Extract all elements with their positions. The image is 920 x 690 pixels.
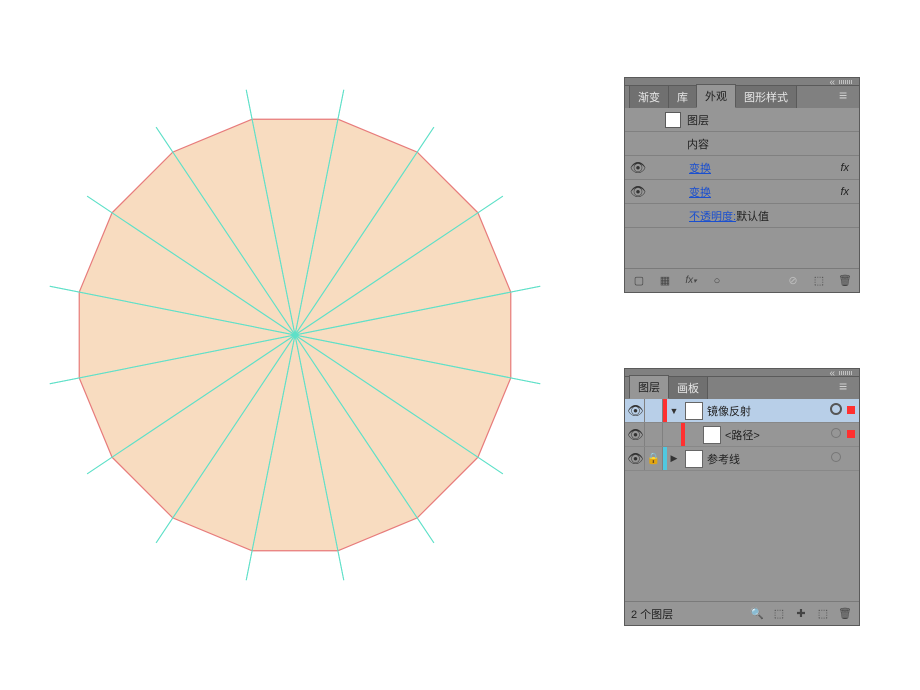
layers-body: 👁▼镜像反射👁<路径>👁🔒▶参考线 [625, 399, 859, 471]
tab-2[interactable]: 外观 [696, 84, 736, 108]
fx-icon[interactable]: fx [840, 162, 855, 174]
duplicate-icon[interactable]: ⬚ [811, 273, 827, 289]
lock-toggle[interactable] [645, 399, 663, 422]
sel-dot [847, 430, 855, 438]
effect-link[interactable]: 变换 [689, 160, 840, 176]
no-icon[interactable]: ⊘ [785, 273, 801, 289]
eye-icon: 👁 [627, 451, 644, 467]
selection-indicator[interactable] [845, 429, 857, 441]
layer-count-label: 2 个图层 [631, 606, 673, 622]
row-label: 内容 [687, 136, 855, 152]
tab-1[interactable]: 画板 [668, 376, 708, 399]
layer-thumb [703, 426, 721, 444]
target-toggle[interactable] [827, 452, 845, 465]
collapse-icon[interactable]: « [829, 368, 835, 379]
layers-tabs: 图层画板 [625, 377, 859, 399]
add-effect-icon[interactable]: fx▾ [683, 273, 699, 289]
opacity-value: 默认值 [736, 211, 769, 223]
opacity-link[interactable]: 不透明度: [689, 211, 736, 223]
tab-3[interactable]: 图形样式 [735, 85, 797, 108]
clear-appearance-icon[interactable]: ○ [709, 273, 725, 289]
layer-row[interactable]: 👁 ▼ 镜像反射 [625, 399, 859, 423]
new-sublayer-icon[interactable]: ✚ [793, 606, 809, 622]
appearance-row[interactable]: 内容 [625, 132, 859, 156]
target-toggle[interactable] [827, 428, 845, 441]
tab-0[interactable]: 图层 [629, 375, 669, 399]
tab-0[interactable]: 渐变 [629, 85, 669, 108]
layer-name[interactable]: 参考线 [707, 451, 827, 467]
lock-toggle[interactable] [645, 423, 663, 446]
target-ring-icon [831, 428, 841, 438]
visibility-toggle[interactable]: 👁 [627, 423, 645, 446]
trash-icon[interactable]: 🗑 [837, 606, 853, 622]
appearance-row[interactable]: 图层 [625, 108, 859, 132]
lock-toggle[interactable]: 🔒 [645, 447, 663, 470]
locate-icon[interactable]: 🔍 [749, 606, 765, 622]
appearance-tabs: 渐变库外观图形样式 [625, 86, 859, 108]
appearance-row[interactable]: 不透明度:默认值 [625, 204, 859, 228]
target-ring-icon [830, 403, 842, 415]
appearance-empty [625, 228, 859, 268]
trash-icon[interactable]: 🗑 [837, 273, 853, 289]
appearance-row[interactable]: 👁 变换fx [625, 156, 859, 180]
layers-panel: « 图层画板 ≡ 👁▼镜像反射👁<路径>👁🔒▶参考线 2 个图层 🔍 ⬚ ✚ ⬚… [624, 368, 860, 626]
effect-link[interactable]: 变换 [689, 184, 840, 200]
appearance-body: 图层内容 👁 变换fx 👁 变换fx 不透明度:默认值 [625, 108, 859, 228]
canvas[interactable] [0, 0, 610, 687]
layer-row[interactable]: 👁 <路径> [625, 423, 859, 447]
panel-menu-icon[interactable]: ≡ [839, 381, 855, 395]
new-stroke-icon[interactable]: ▦ [657, 273, 673, 289]
selection-indicator[interactable] [845, 405, 857, 417]
appearance-footer: ▢ ▦ fx▾ ○ ⊘ ⬚ 🗑 [625, 268, 859, 292]
appearance-panel: « 渐变库外观图形样式 ≡ 图层内容 👁 变换fx 👁 变换fx 不透明度:默认值 ▢ ▦… [624, 77, 860, 293]
target-toggle[interactable] [827, 403, 845, 418]
eye-icon: 👁 [627, 427, 644, 443]
layer-row[interactable]: 👁🔒 ▶ 参考线 [625, 447, 859, 471]
panel-drag-header[interactable]: « [625, 78, 859, 86]
target-ring-icon [831, 452, 841, 462]
clip-mask-icon[interactable]: ⬚ [771, 606, 787, 622]
layers-footer: 2 个图层 🔍 ⬚ ✚ ⬚ 🗑 [625, 601, 859, 625]
fx-icon[interactable]: fx [840, 186, 855, 198]
layer-name[interactable]: 镜像反射 [707, 403, 827, 419]
panel-menu-icon[interactable]: ≡ [839, 90, 855, 104]
row-label: 图层 [687, 112, 855, 128]
sel-dot [847, 406, 855, 414]
expand-arrow[interactable]: ▶ [667, 453, 681, 464]
collapse-icon[interactable]: « [829, 77, 835, 88]
lock-icon: 🔒 [647, 452, 661, 465]
layer-name[interactable]: <路径> [725, 427, 827, 443]
visibility-icon[interactable]: 👁 [630, 160, 647, 175]
expand-arrow[interactable]: ▼ [667, 406, 681, 416]
new-layer-icon[interactable]: ⬚ [815, 606, 831, 622]
layers-empty [625, 471, 859, 601]
layer-thumb [685, 450, 703, 468]
appearance-row[interactable]: 👁 变换fx [625, 180, 859, 204]
visibility-icon[interactable]: 👁 [630, 184, 647, 199]
layer-thumb [685, 402, 703, 420]
layer-swatch [665, 112, 681, 128]
visibility-toggle[interactable]: 👁 [627, 447, 645, 470]
canvas-svg [0, 0, 610, 687]
new-fill-icon[interactable]: ▢ [631, 273, 647, 289]
layer-color [681, 423, 685, 446]
visibility-toggle[interactable]: 👁 [627, 399, 645, 422]
tab-1[interactable]: 库 [668, 85, 697, 108]
eye-icon: 👁 [627, 403, 644, 419]
